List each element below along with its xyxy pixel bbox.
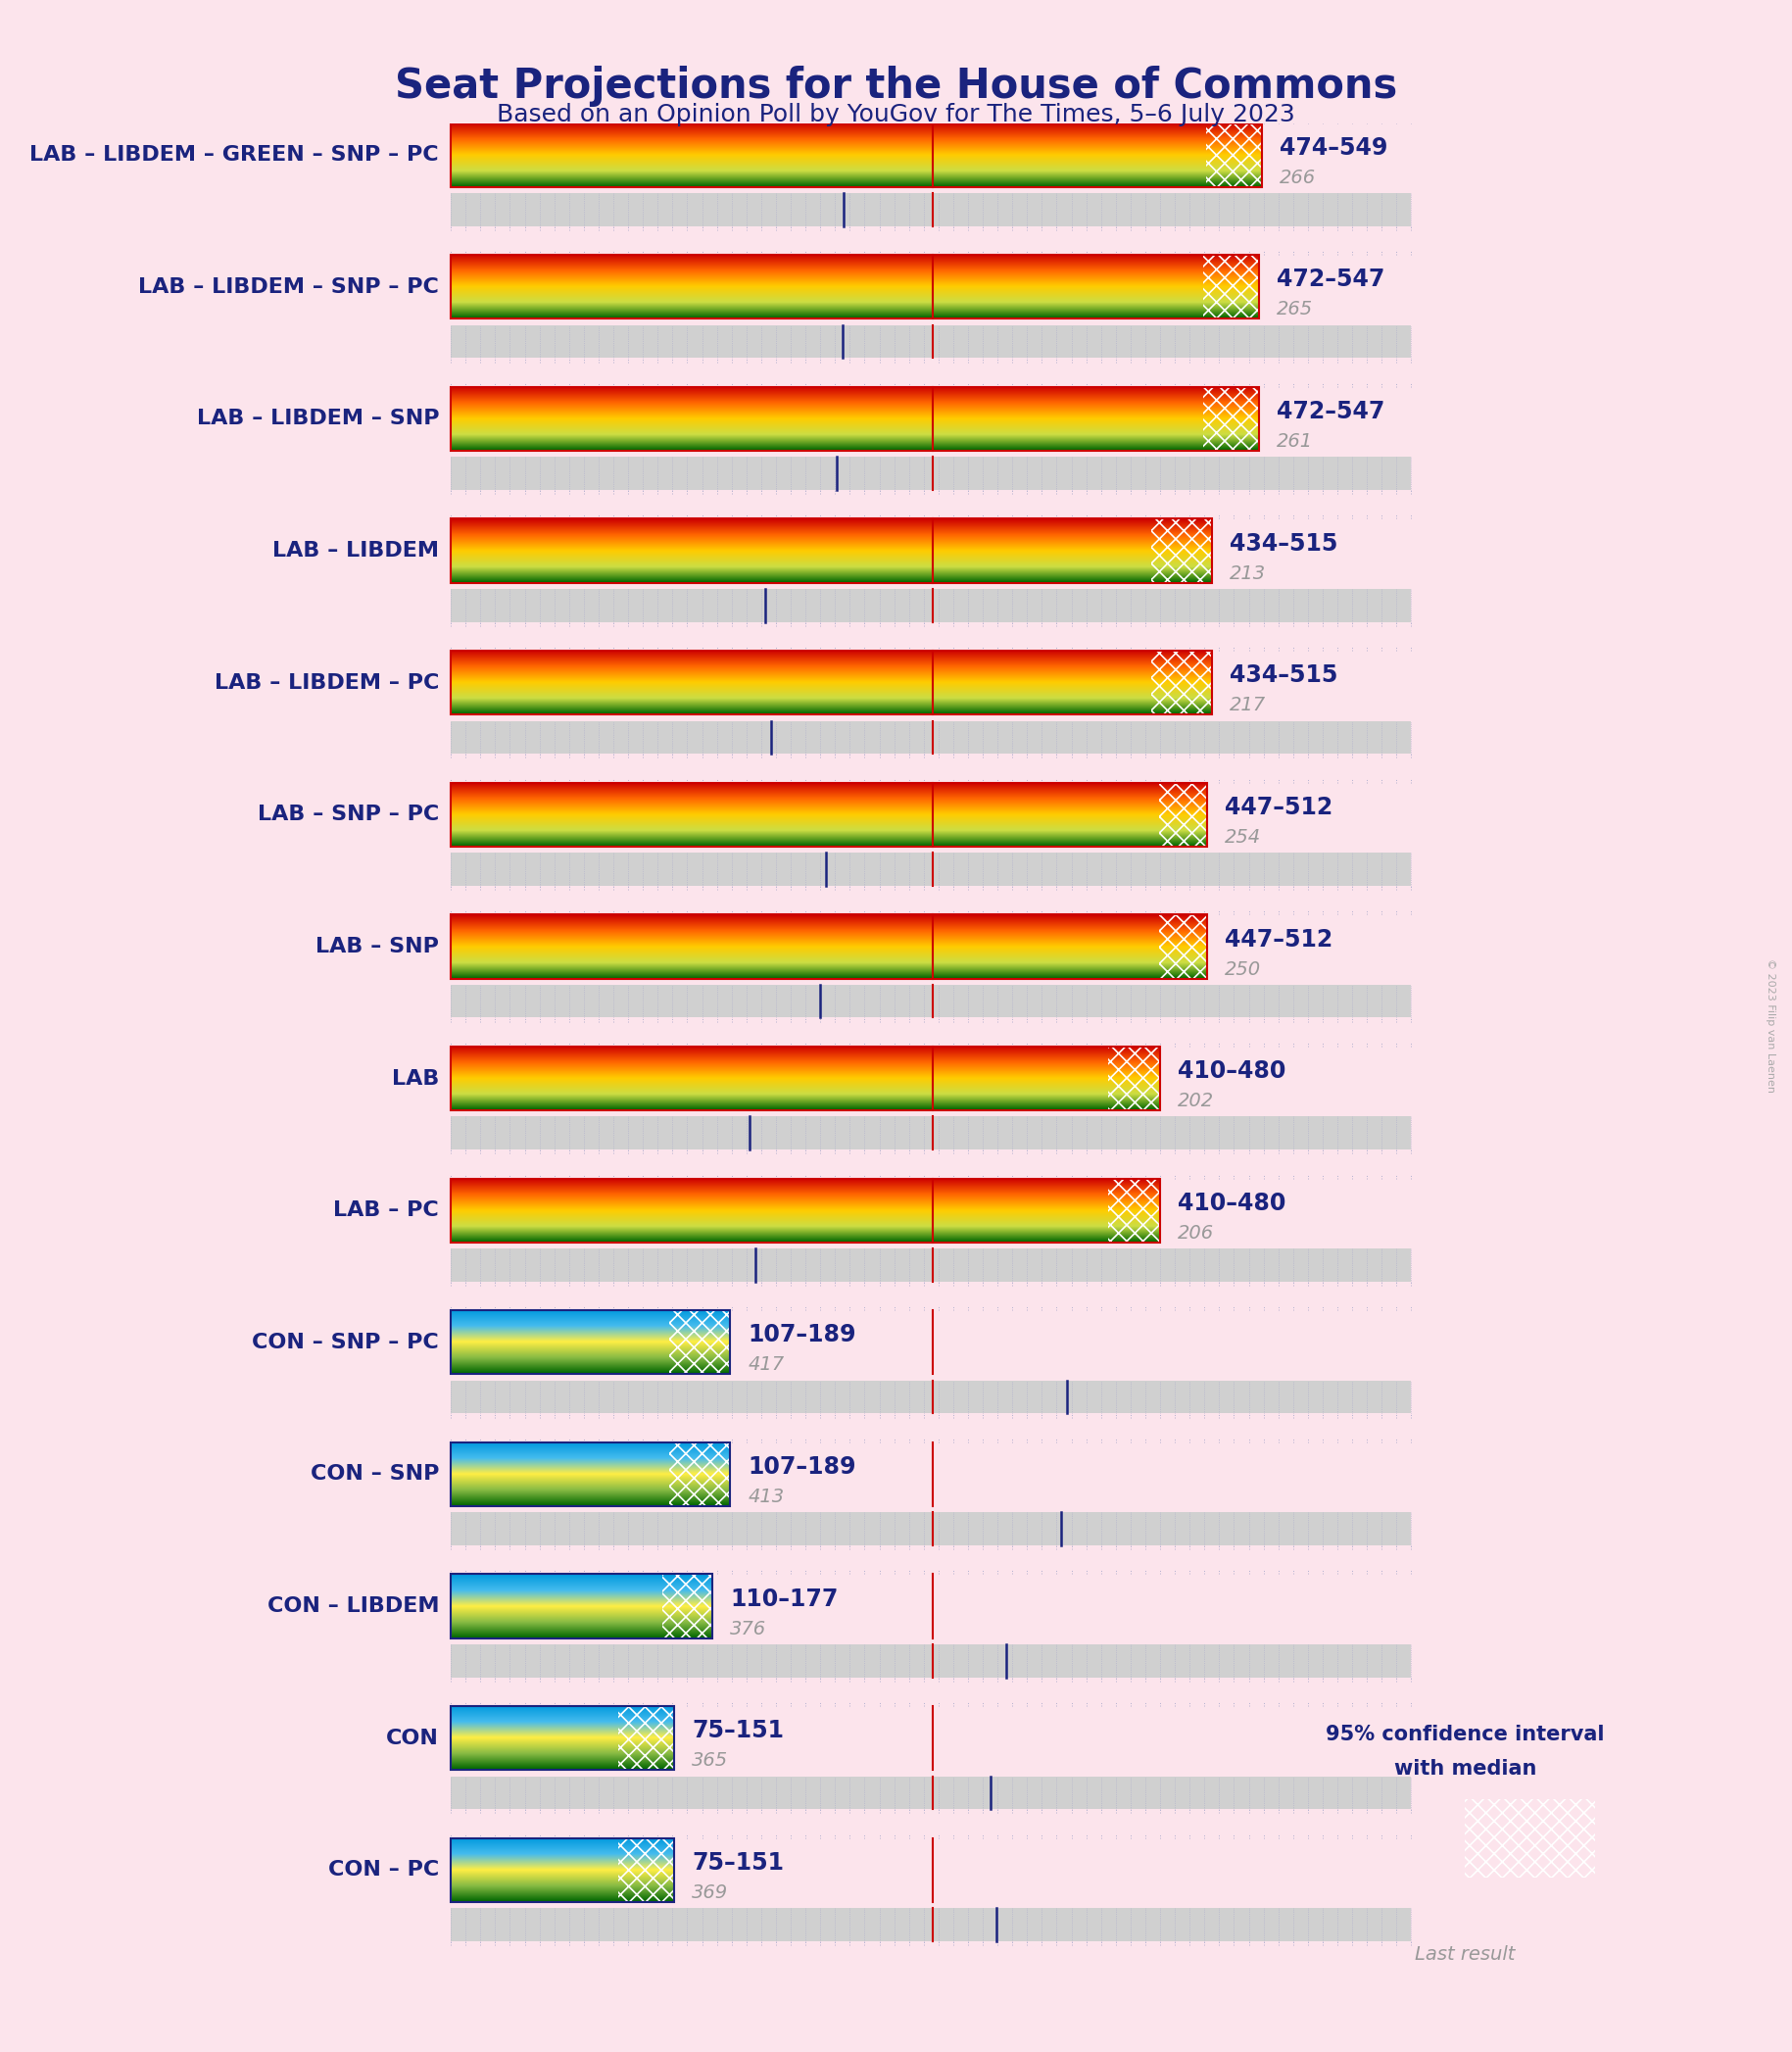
Bar <box>1202 388 1260 451</box>
Text: 217: 217 <box>1229 696 1265 714</box>
Text: Seat Projections for the House of Commons: Seat Projections for the House of Common… <box>394 66 1398 107</box>
Bar <box>452 388 1260 451</box>
Bar <box>452 650 1211 714</box>
Bar <box>1159 915 1208 979</box>
Bar <box>1206 123 1262 187</box>
Bar <box>452 1248 1412 1282</box>
Bar <box>452 985 1412 1018</box>
Bar <box>1464 1800 1595 1878</box>
Text: © 2023 Filip van Laenen: © 2023 Filip van Laenen <box>1765 958 1776 1094</box>
Bar <box>452 1512 1412 1545</box>
Text: 254: 254 <box>1226 829 1262 847</box>
Bar <box>452 1047 1159 1110</box>
Text: 447–512: 447–512 <box>1226 928 1333 950</box>
Bar <box>452 458 1412 490</box>
Text: 107–189: 107–189 <box>747 1324 857 1346</box>
Bar <box>1159 782 1208 847</box>
Text: CON – PC: CON – PC <box>328 1861 439 1880</box>
Bar <box>452 720 1412 753</box>
Text: 417: 417 <box>747 1356 785 1375</box>
Bar <box>1150 519 1211 583</box>
Text: 413: 413 <box>747 1488 785 1506</box>
Bar <box>452 1839 674 1902</box>
Text: 474–549: 474–549 <box>1279 135 1389 160</box>
Bar <box>618 1839 674 1902</box>
Text: 213: 213 <box>1229 564 1265 583</box>
Bar <box>670 1443 729 1506</box>
Bar <box>452 1574 713 1637</box>
Bar <box>452 1311 729 1375</box>
Text: 266: 266 <box>1279 168 1315 187</box>
Bar <box>1202 254 1260 318</box>
Text: 107–189: 107–189 <box>747 1455 857 1479</box>
Text: 202: 202 <box>1177 1092 1215 1110</box>
Text: 265: 265 <box>1278 300 1314 318</box>
Text: 410–480: 410–480 <box>1177 1192 1287 1215</box>
Text: LAB – PC: LAB – PC <box>333 1200 439 1221</box>
Bar <box>452 1116 1412 1149</box>
Text: 250: 250 <box>1226 960 1262 979</box>
Text: CON – SNP: CON – SNP <box>310 1465 439 1484</box>
Text: 95% confidence interval: 95% confidence interval <box>1326 1724 1604 1744</box>
Text: 75–151: 75–151 <box>692 1720 783 1742</box>
Text: 472–547: 472–547 <box>1278 269 1385 291</box>
Text: CON – SNP – PC: CON – SNP – PC <box>253 1332 439 1352</box>
Bar <box>1109 1047 1159 1110</box>
Text: LAB – LIBDEM – GREEN – SNP – PC: LAB – LIBDEM – GREEN – SNP – PC <box>30 146 439 164</box>
Text: 376: 376 <box>729 1619 767 1637</box>
Bar <box>618 1705 674 1771</box>
Text: 410–480: 410–480 <box>1177 1059 1287 1083</box>
Bar <box>1150 650 1211 714</box>
Text: LAB – LIBDEM – SNP: LAB – LIBDEM – SNP <box>197 408 439 429</box>
Text: 434–515: 434–515 <box>1229 531 1337 556</box>
Bar <box>452 1777 1412 1810</box>
Text: 261: 261 <box>1278 433 1314 451</box>
Text: Last result: Last result <box>1416 1945 1514 1964</box>
Text: 206: 206 <box>1177 1223 1215 1241</box>
Bar <box>452 854 1412 886</box>
Text: with median: with median <box>1394 1759 1536 1779</box>
Text: CON – LIBDEM: CON – LIBDEM <box>267 1596 439 1615</box>
Text: 369: 369 <box>692 1884 728 1902</box>
Text: LAB – LIBDEM – PC: LAB – LIBDEM – PC <box>215 673 439 692</box>
Bar <box>452 519 1211 583</box>
Bar <box>452 1705 674 1771</box>
Bar <box>452 1381 1412 1414</box>
Bar <box>663 1574 713 1637</box>
Text: 434–515: 434–515 <box>1229 663 1337 687</box>
Text: CON: CON <box>387 1728 439 1748</box>
Text: 75–151: 75–151 <box>692 1851 783 1873</box>
Text: Based on an Opinion Poll by YouGov for The Times, 5–6 July 2023: Based on an Opinion Poll by YouGov for T… <box>496 103 1296 125</box>
Bar <box>670 1311 729 1375</box>
Bar <box>1109 1178 1159 1241</box>
Text: LAB – LIBDEM: LAB – LIBDEM <box>272 542 439 560</box>
Text: 365: 365 <box>692 1752 728 1771</box>
Bar <box>452 123 1262 187</box>
Text: LAB – SNP: LAB – SNP <box>315 938 439 956</box>
Text: LAB – SNP – PC: LAB – SNP – PC <box>258 804 439 825</box>
Bar <box>452 915 1208 979</box>
Bar <box>452 254 1260 318</box>
Bar <box>452 1644 1412 1676</box>
Text: 472–547: 472–547 <box>1278 400 1385 423</box>
Bar <box>452 1443 729 1506</box>
Text: LAB – LIBDEM – SNP – PC: LAB – LIBDEM – SNP – PC <box>138 277 439 298</box>
Bar <box>452 324 1412 359</box>
Text: 447–512: 447–512 <box>1226 796 1333 819</box>
Bar <box>452 1908 1412 1941</box>
Text: 110–177: 110–177 <box>729 1586 839 1611</box>
Bar <box>452 589 1412 622</box>
Bar <box>452 193 1412 226</box>
Bar <box>452 1178 1159 1241</box>
Text: LAB: LAB <box>392 1069 439 1088</box>
Bar <box>452 782 1208 847</box>
